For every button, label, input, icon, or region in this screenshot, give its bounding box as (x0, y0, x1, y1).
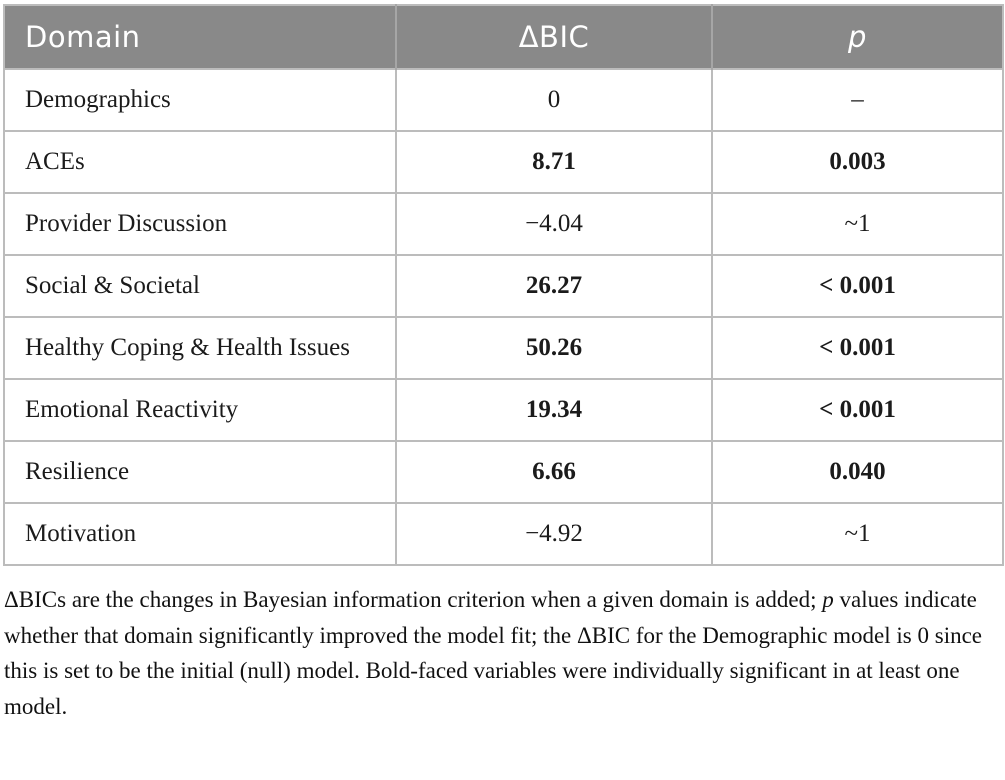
table-row: ACEs 8.71 0.003 (3, 130, 1004, 194)
delta-bic-cell: −4.04 (395, 192, 713, 256)
domain-cell: Resilience (3, 440, 397, 504)
delta-bic-cell: 0 (395, 68, 713, 132)
domain-cell: Provider Discussion (3, 192, 397, 256)
table-row: Provider Discussion −4.04 ~1 (3, 192, 1004, 256)
domain-cell: Motivation (3, 502, 397, 566)
p-value-cell: 0.003 (711, 130, 1004, 194)
delta-bic-cell: 50.26 (395, 316, 713, 380)
table-row: Motivation −4.92 ~1 (3, 502, 1004, 566)
domain-cell: Demographics (3, 68, 397, 132)
p-value-cell: 0.040 (711, 440, 1004, 504)
p-value-cell: ~1 (711, 502, 1004, 566)
table-footnote: ΔBICs are the changes in Bayesian inform… (4, 582, 994, 725)
column-header-p: p (711, 5, 1003, 69)
domain-cell: Healthy Coping & Health Issues (3, 316, 397, 380)
domain-cell: Emotional Reactivity (3, 378, 397, 442)
p-value-cell: < 0.001 (711, 316, 1004, 380)
domain-cell: ACEs (3, 130, 397, 194)
p-value-cell: < 0.001 (711, 378, 1004, 442)
p-value-cell: – (711, 68, 1004, 132)
delta-bic-cell: 19.34 (395, 378, 713, 442)
domain-cell: Social & Societal (3, 254, 397, 318)
table-row: Emotional Reactivity 19.34 < 0.001 (3, 378, 1004, 442)
footnote-text: ΔBICs are the changes in Bayesian inform… (4, 587, 823, 612)
table-header: Domain ΔBIC p (4, 5, 1003, 69)
footnote-text: values indicate whether that domain sign… (4, 587, 983, 719)
p-value-cell: < 0.001 (711, 254, 1004, 318)
column-header-domain: Domain (4, 5, 396, 69)
column-header-delta-bic: ΔBIC (395, 5, 712, 69)
table-row: Social & Societal 26.27 < 0.001 (3, 254, 1004, 318)
delta-bic-cell: 8.71 (395, 130, 713, 194)
model-comparison-table: Domain ΔBIC p Demographics 0 – ACEs 8.71… (3, 4, 1004, 566)
delta-bic-cell: 6.66 (395, 440, 713, 504)
table-body: Demographics 0 – ACEs 8.71 0.003 Provide… (3, 68, 1004, 566)
header-row: Domain ΔBIC p (4, 5, 1003, 69)
table-row: Healthy Coping & Health Issues 50.26 < 0… (3, 316, 1004, 380)
table-row: Resilience 6.66 0.040 (3, 440, 1004, 504)
table-row: Demographics 0 – (3, 68, 1004, 132)
p-value-cell: ~1 (711, 192, 1004, 256)
delta-bic-cell: −4.92 (395, 502, 713, 566)
delta-bic-cell: 26.27 (395, 254, 713, 318)
footnote-italic-text: p (822, 587, 834, 612)
